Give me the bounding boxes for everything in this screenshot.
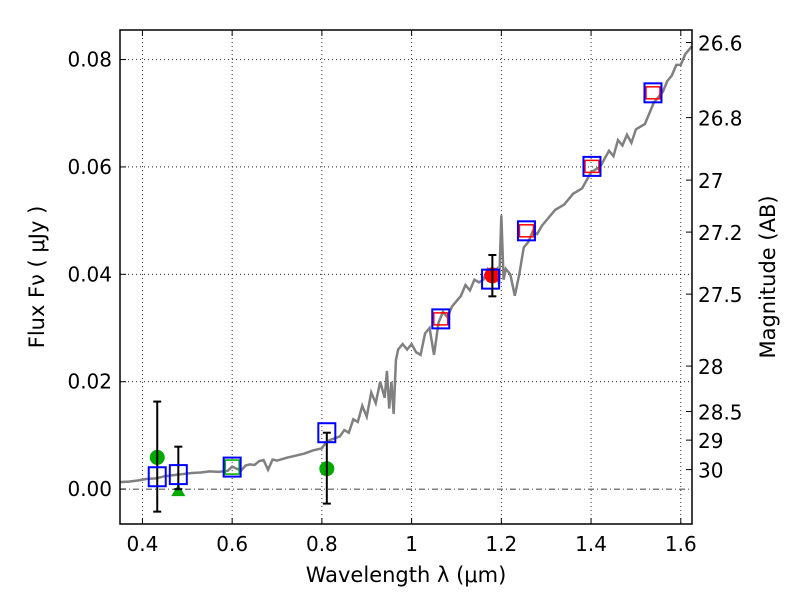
- x-tick-label: 1.6: [665, 532, 697, 556]
- model-point: [147, 466, 167, 488]
- chart-marks: [119, 45, 693, 513]
- green-square-marker: [224, 459, 240, 475]
- right-tick-label: 27.5: [698, 283, 743, 307]
- model-point: [516, 220, 536, 242]
- y-axis-label: Flux Fν ( μJy ): [25, 206, 49, 349]
- x-tick-label: 1.2: [485, 532, 517, 556]
- right-tick-label: 28: [698, 355, 723, 379]
- fit-point: [584, 159, 600, 174]
- right-tick-label: 26.6: [698, 31, 743, 55]
- x-axis-label: Wavelength λ (μm): [306, 563, 507, 587]
- fit-point: [645, 86, 661, 100]
- y-tick-label: 0.04: [67, 262, 112, 286]
- y-tick-label: 0.00: [67, 477, 112, 501]
- model-point: [168, 464, 188, 486]
- right-axis-label: Magnitude (AB): [756, 195, 780, 358]
- y-tick-label: 0.06: [67, 155, 112, 179]
- right-tick-label: 29: [698, 429, 723, 453]
- model-point: [643, 82, 663, 104]
- fit-point: [518, 224, 535, 238]
- grid: [120, 30, 692, 524]
- y-tick-label: 0.02: [67, 370, 112, 394]
- x-tick-label: 1: [405, 532, 418, 556]
- right-tick-label: 27.2: [698, 221, 743, 245]
- model-point: [317, 422, 337, 444]
- y-tick-label: 0.08: [67, 48, 112, 72]
- axes: 0.4 0.6 0.8 1 1.2 1.4 1.6 0.00 0.02 0.04 0.06 0.08 2…: [67, 30, 743, 556]
- x-tick-label: 0.8: [306, 532, 338, 556]
- x-tick-label: 0.4: [127, 532, 159, 556]
- right-tick-label: 27: [698, 169, 723, 193]
- model-point: [222, 456, 242, 478]
- right-tick-label: 26.8: [698, 107, 743, 131]
- x-tick-label: 1.4: [575, 532, 607, 556]
- spectrum-line: [119, 45, 693, 484]
- right-tick-label: 30: [698, 459, 723, 483]
- model-point: [582, 155, 602, 177]
- model-point: [481, 268, 501, 290]
- plot-frame: [119, 29, 693, 525]
- model-point: [431, 308, 451, 330]
- x-tick-label: 0.6: [216, 532, 248, 556]
- fit-point: [433, 312, 449, 326]
- right-tick-label: 28.5: [698, 400, 743, 424]
